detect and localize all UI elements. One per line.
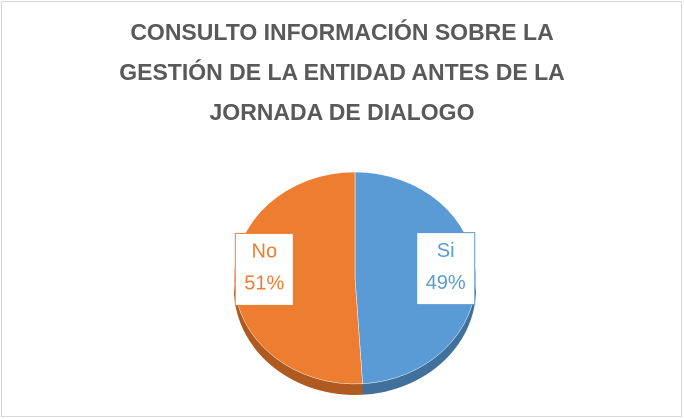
data-label-category: Si: [437, 240, 455, 262]
data-label-box: [234, 232, 294, 306]
data-label-box: [416, 232, 476, 306]
data-label-value: 49%: [426, 272, 466, 294]
data-label-value: 51%: [244, 273, 284, 295]
chart-title: CONSULTO INFORMACIÓN SOBRE LA GESTIÓN DE…: [119, 19, 565, 125]
slice: [354, 171, 477, 385]
data-label-category: No: [252, 241, 278, 263]
slice: [233, 171, 363, 385]
